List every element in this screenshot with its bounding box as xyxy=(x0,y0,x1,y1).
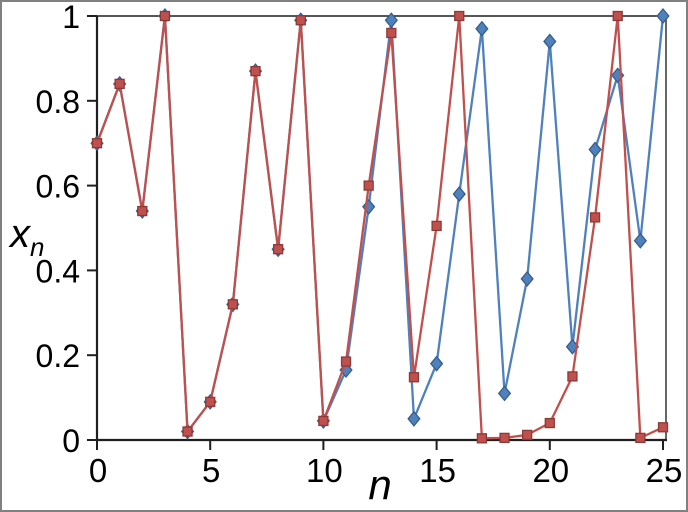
series-blue-diamond-marker xyxy=(520,270,534,287)
series-red-square-marker xyxy=(386,27,397,39)
series-red-square-marker xyxy=(250,65,261,77)
series-red-square-marker xyxy=(657,422,669,433)
y-axis-title-sub: n xyxy=(30,232,45,262)
series-red-square-marker xyxy=(340,356,352,367)
series-red-square-marker xyxy=(476,433,488,444)
series-blue-diamond-marker xyxy=(497,385,512,402)
series-red-square-marker xyxy=(295,15,306,26)
series-red-square-marker xyxy=(635,432,646,444)
series-blue-diamond-marker xyxy=(429,355,444,372)
series-red-square-marker xyxy=(589,212,601,223)
y-axis-title-base: x xyxy=(10,212,30,256)
x-tick-label: 10 xyxy=(306,452,343,489)
series-blue-diamond-marker xyxy=(633,232,648,249)
series-blue-diamond-marker xyxy=(384,12,398,29)
x-tick-label: 0 xyxy=(89,452,107,489)
series-red-square-marker xyxy=(227,299,238,310)
series-blue-diamond-line xyxy=(95,14,665,433)
series-blue-diamond-marker xyxy=(475,20,489,37)
series-blue-diamond-marker xyxy=(656,7,670,25)
y-tick-label: 0 xyxy=(62,423,80,459)
x-axis-title: n xyxy=(368,461,392,508)
series-red-square-marker xyxy=(182,426,193,437)
y-tick-label: 0.6 xyxy=(36,169,80,205)
series-red-square-marker xyxy=(612,10,623,22)
series-red-square-marker xyxy=(91,138,103,149)
y-tick-label: 0.4 xyxy=(36,253,80,289)
series-blue-diamond-marker xyxy=(588,141,602,158)
series-red-square-marker xyxy=(567,371,578,382)
y-axis-title: xn xyxy=(10,212,44,260)
x-tick-label: 5 xyxy=(202,452,220,489)
x-tick-label: 15 xyxy=(419,452,456,489)
series-red-square-marker xyxy=(544,417,555,429)
series-red-square-marker xyxy=(272,244,284,255)
series-red-square-marker xyxy=(114,78,125,89)
series-red-square-marker xyxy=(205,396,216,407)
series-red-square-line xyxy=(95,14,664,440)
series-blue-diamond-marker xyxy=(407,410,421,427)
series-red-square-marker xyxy=(431,220,442,232)
series-red-square-marker xyxy=(522,429,533,441)
y-tick-label: 1 xyxy=(62,2,80,35)
series-red-square-marker xyxy=(318,415,329,427)
series-red-square-marker xyxy=(499,432,510,444)
series-blue-diamond-marker xyxy=(452,186,466,203)
y-tick-label: 0.2 xyxy=(36,338,80,374)
series-red-square-marker xyxy=(159,10,171,22)
x-tick-label: 25 xyxy=(646,452,683,489)
series-red-square-marker xyxy=(408,372,420,383)
series-red-square-marker xyxy=(363,180,374,191)
y-tick-label: 0.8 xyxy=(36,84,80,120)
x-tick-label: 20 xyxy=(532,452,569,489)
series-blue-diamond-marker xyxy=(543,33,557,50)
series-red-square-marker xyxy=(454,10,465,22)
series-red-square-marker xyxy=(137,205,148,217)
